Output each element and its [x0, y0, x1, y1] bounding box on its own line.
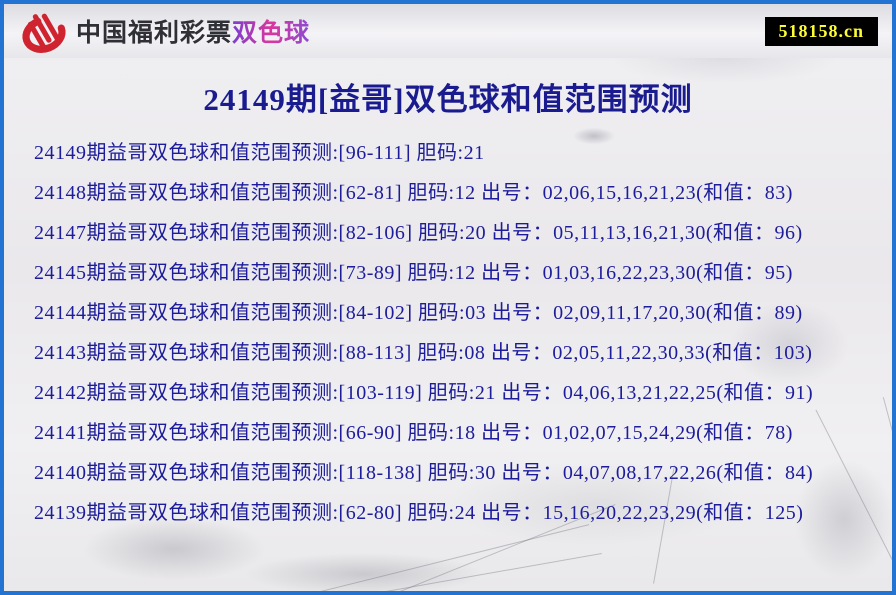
prediction-row: 24143期益哥双色球和值范围预测:[88-113] 胆码:08 出号：02,0…	[34, 342, 813, 364]
page-title: 24149期[益哥]双色球和值范围预测	[203, 82, 693, 117]
brand-prefix: 中国福利彩票	[76, 19, 233, 47]
prediction-row: 24144期益哥双色球和值范围预测:[84-102] 胆码:03 出号：02,0…	[34, 302, 803, 324]
welfare-lottery-logo-icon	[18, 8, 70, 56]
prediction-row: 24139期益哥双色球和值范围预测:[62-80] 胆码:24 出号：15,16…	[34, 502, 804, 524]
brand-highlight: 双色球	[232, 19, 311, 47]
brand-title: 中国福利彩票双色球	[76, 13, 310, 49]
prediction-list: 24149期益哥双色球和值范围预测:[96-111] 胆码:21 24148期益…	[4, 127, 892, 533]
prediction-row: 24141期益哥双色球和值范围预测:[66-90] 胆码:18 出号：01,02…	[34, 422, 793, 444]
prediction-row: 24142期益哥双色球和值范围预测:[103-119] 胆码:21 出号：04,…	[34, 382, 814, 404]
header: 中国福利彩票双色球 518158.cn	[4, 4, 892, 58]
prediction-row: 24149期益哥双色球和值范围预测:[96-111] 胆码:21	[34, 142, 485, 164]
prediction-row: 24145期益哥双色球和值范围预测:[73-89] 胆码:12 出号：01,03…	[34, 262, 793, 284]
prediction-row: 24148期益哥双色球和值范围预测:[62-81] 胆码:12 出号：02,06…	[34, 182, 793, 204]
prediction-row: 24140期益哥双色球和值范围预测:[118-138] 胆码:30 出号：04,…	[34, 462, 814, 484]
site-badge[interactable]: 518158.cn	[764, 17, 878, 46]
prediction-row: 24147期益哥双色球和值范围预测:[82-106] 胆码:20 出号：05,1…	[34, 222, 803, 244]
